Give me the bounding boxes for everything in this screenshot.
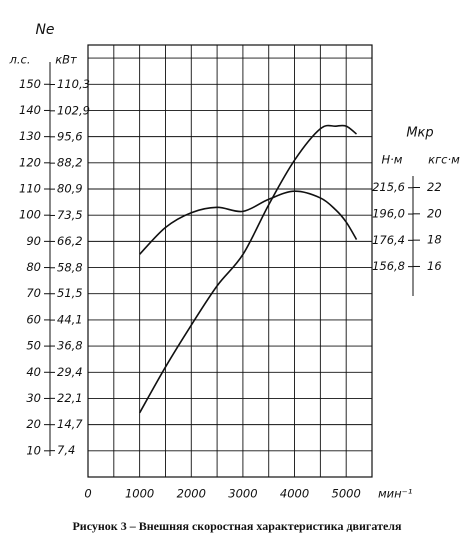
y-kw-tick-label: 44,1 xyxy=(57,313,83,327)
y-kw-tick-label: 66,2 xyxy=(57,234,83,248)
y-kw-tick-label: 58,8 xyxy=(57,260,83,274)
y2-unit: Н·м xyxy=(382,153,403,167)
y-kw-tick-label: 102,9 xyxy=(57,103,90,117)
y2-kgf-tick-label: 22 xyxy=(427,180,442,194)
y-tick-label: 150 xyxy=(19,77,41,91)
y2-title: Мкр xyxy=(406,126,433,141)
y-tick-label: 30 xyxy=(26,391,41,405)
x-tick-label: 4000 xyxy=(280,487,309,501)
y2-tick-label: 196,0 xyxy=(372,207,405,221)
y-kw-tick-label: 36,8 xyxy=(57,339,83,353)
y-tick-label: 10 xyxy=(26,443,41,457)
y-kw-tick-label: 73,5 xyxy=(57,208,83,222)
x-tick-label: 0 xyxy=(84,487,91,501)
x-unit: мин⁻¹ xyxy=(378,487,412,501)
y-tick-label: 40 xyxy=(26,365,41,379)
x-tick-label: 1000 xyxy=(125,487,154,501)
y-tick-label: 140 xyxy=(19,103,41,117)
y-kw-tick-label: 14,7 xyxy=(57,417,83,431)
y2-unit-kgf: кгс·м xyxy=(428,153,460,167)
curve xyxy=(138,124,358,414)
y-tick-label: 130 xyxy=(19,129,41,143)
y-tick-label: 70 xyxy=(26,286,41,300)
y-tick-label: 120 xyxy=(19,155,41,169)
y2-tick-label: 215,6 xyxy=(372,180,405,194)
x-tick-label: 2000 xyxy=(177,487,206,501)
caption: Рисунок 3 – Внешняя скоростная характери… xyxy=(72,519,402,533)
y-kw-tick-label: 95,6 xyxy=(57,129,83,143)
y-tick-label: 60 xyxy=(26,312,41,326)
y-kw-tick-label: 110,3 xyxy=(57,77,90,91)
y-tick-label: 100 xyxy=(19,208,41,222)
y-tick-label: 20 xyxy=(26,417,41,431)
y-unit-kw: кВт xyxy=(55,53,77,67)
y2-tick-label: 156,8 xyxy=(372,259,405,273)
y-title: Ne xyxy=(35,22,54,38)
y-tick-label: 50 xyxy=(26,339,41,353)
y-tick-label: 110 xyxy=(19,182,41,196)
y-kw-tick-label: 7,4 xyxy=(57,443,75,457)
y2-kgf-tick-label: 20 xyxy=(427,206,442,220)
y-kw-tick-label: 51,5 xyxy=(57,286,83,300)
curve xyxy=(139,190,358,255)
y-kw-tick-label: 80,9 xyxy=(57,182,83,196)
y2-kgf-tick-label: 18 xyxy=(427,233,442,247)
x-tick-label: 3000 xyxy=(228,487,257,501)
y2-tick-label: 176,4 xyxy=(372,233,405,247)
y-kw-tick-label: 29,4 xyxy=(57,365,83,379)
y-unit: л.с. xyxy=(9,53,31,67)
x-tick-label: 5000 xyxy=(332,487,361,501)
plot-border xyxy=(87,44,373,478)
y-tick-label: 80 xyxy=(26,260,41,274)
y2-kgf-tick-label: 16 xyxy=(427,259,442,273)
y-kw-tick-label: 22,1 xyxy=(57,391,83,405)
y-kw-tick-label: 88,2 xyxy=(57,156,83,170)
y-tick-label: 90 xyxy=(26,234,41,248)
